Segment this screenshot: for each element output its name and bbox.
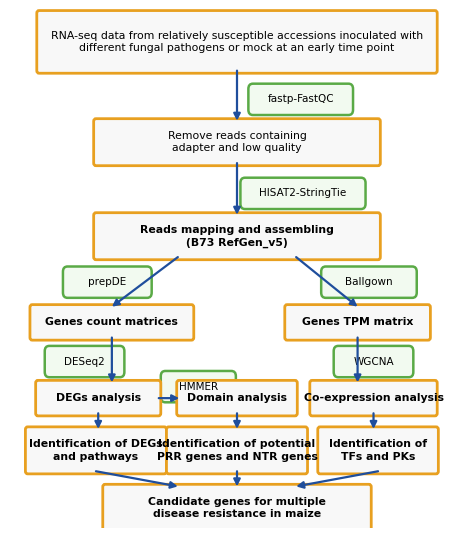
FancyBboxPatch shape (26, 427, 166, 474)
FancyBboxPatch shape (63, 266, 152, 298)
Text: DESeq2: DESeq2 (64, 357, 105, 367)
Text: WGCNA: WGCNA (353, 357, 394, 367)
FancyBboxPatch shape (36, 381, 161, 416)
FancyBboxPatch shape (240, 177, 365, 209)
Text: Identification of potential
PRR genes and NTR genes: Identification of potential PRR genes an… (156, 439, 318, 462)
FancyBboxPatch shape (310, 381, 437, 416)
FancyBboxPatch shape (321, 266, 417, 298)
FancyBboxPatch shape (103, 484, 371, 531)
Text: Domain analysis: Domain analysis (187, 393, 287, 403)
FancyBboxPatch shape (318, 427, 438, 474)
Text: HMMER: HMMER (179, 382, 218, 392)
FancyBboxPatch shape (45, 346, 124, 377)
FancyBboxPatch shape (248, 84, 353, 115)
FancyBboxPatch shape (177, 381, 297, 416)
Text: fastp-FastQC: fastp-FastQC (267, 94, 334, 104)
Text: RNA-seq data from relatively susceptible accessions inoculated with
different fu: RNA-seq data from relatively susceptible… (51, 31, 423, 53)
FancyBboxPatch shape (94, 119, 380, 166)
Text: Genes count matrices: Genes count matrices (46, 317, 178, 327)
FancyBboxPatch shape (166, 427, 308, 474)
Text: Identification of
TFs and PKs: Identification of TFs and PKs (329, 439, 427, 462)
Text: DEGs analysis: DEGs analysis (55, 393, 141, 403)
FancyBboxPatch shape (334, 346, 413, 377)
Text: Ballgown: Ballgown (345, 277, 393, 287)
FancyBboxPatch shape (161, 371, 236, 402)
FancyBboxPatch shape (37, 11, 437, 73)
Text: Remove reads containing
adapter and low quality: Remove reads containing adapter and low … (168, 131, 306, 154)
FancyBboxPatch shape (94, 213, 380, 260)
Text: Genes TPM matrix: Genes TPM matrix (302, 317, 413, 327)
Text: Identification of DEGs
and pathways: Identification of DEGs and pathways (29, 439, 163, 462)
Text: Candidate genes for multiple
disease resistance in maize: Candidate genes for multiple disease res… (148, 497, 326, 519)
Text: Reads mapping and assembling
(B73 RefGen_v5): Reads mapping and assembling (B73 RefGen… (140, 225, 334, 247)
FancyBboxPatch shape (285, 305, 430, 340)
FancyBboxPatch shape (30, 305, 194, 340)
Text: prepDE: prepDE (88, 277, 127, 287)
Text: Co-expression analysis: Co-expression analysis (303, 393, 444, 403)
Text: HISAT2-StringTie: HISAT2-StringTie (259, 188, 346, 198)
